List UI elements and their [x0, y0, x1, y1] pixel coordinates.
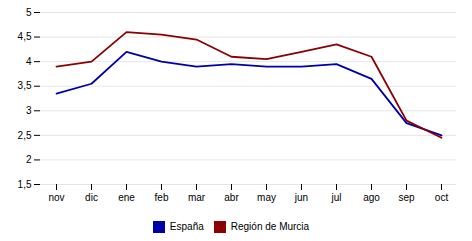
svg-text:nov: nov — [48, 192, 64, 203]
svg-text:2,5: 2,5 — [18, 130, 32, 141]
svg-text:4: 4 — [26, 56, 32, 67]
svg-text:sep: sep — [398, 192, 415, 203]
svg-text:ago: ago — [363, 192, 380, 203]
svg-text:2: 2 — [26, 154, 32, 165]
svg-text:oct: oct — [435, 192, 449, 203]
svg-text:dic: dic — [85, 192, 98, 203]
svg-text:ene: ene — [118, 192, 135, 203]
svg-text:3: 3 — [26, 105, 32, 116]
svg-text:may: may — [257, 192, 276, 203]
svg-text:5: 5 — [26, 7, 32, 18]
svg-text:jul: jul — [330, 192, 341, 203]
svg-text:4,5: 4,5 — [18, 31, 32, 42]
svg-text:mar: mar — [188, 192, 206, 203]
html-text:España: España — [169, 221, 204, 232]
html-text:Región de Murcia: Región de Murcia — [230, 221, 310, 232]
svg-text:1,5: 1,5 — [18, 179, 32, 190]
svg-text:abr: abr — [224, 192, 239, 203]
svg-text:3,5: 3,5 — [18, 80, 32, 91]
svg-text:feb: feb — [155, 192, 169, 203]
svg-text:jun: jun — [294, 192, 308, 203]
